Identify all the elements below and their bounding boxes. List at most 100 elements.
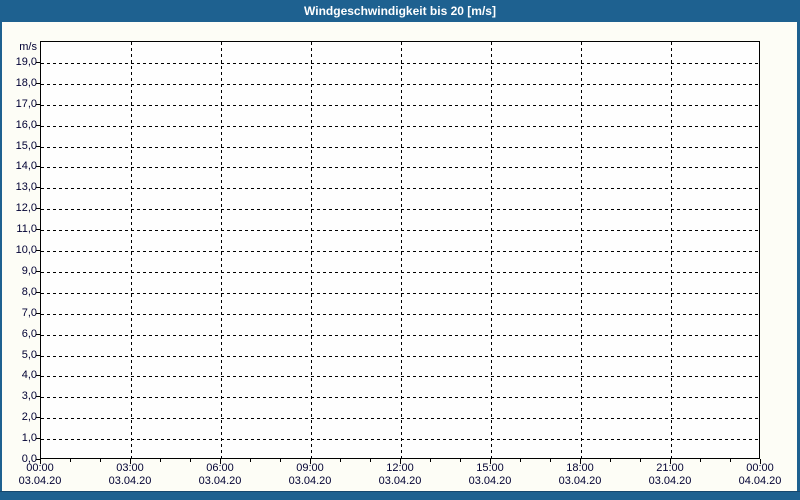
x-tick-label: 00:00 03.04.20 [19, 462, 62, 488]
x-tick-minor [610, 459, 611, 462]
y-tick [36, 375, 40, 376]
y-tick-label: 8,0 [21, 285, 37, 298]
x-tick-minor [70, 459, 71, 462]
y-gridline [41, 63, 759, 64]
x-tick-minor [100, 459, 101, 462]
y-tick [36, 250, 40, 251]
y-tick [36, 229, 40, 230]
y-tick-label: 18,0 [15, 76, 37, 89]
y-gridline [41, 188, 759, 189]
x-tick-label: 21:00 03.04.20 [649, 462, 692, 488]
y-tick [36, 187, 40, 188]
y-tick-label: 19,0 [15, 55, 37, 68]
x-tick-date: 04.04.20 [738, 475, 782, 487]
x-tick-major [130, 459, 131, 464]
x-tick-major [580, 459, 581, 464]
y-tick-label: 2,0 [21, 411, 37, 424]
y-tick-label: 3,0 [21, 390, 37, 403]
x-tick-time: 18:00 [566, 462, 594, 474]
y-gridline [41, 272, 759, 273]
y-tick [36, 396, 40, 397]
x-tick-time: 03:00 [116, 462, 144, 474]
y-tick-label: 6,0 [21, 327, 37, 340]
x-tick-date: 03.04.20 [558, 475, 602, 487]
y-tick [36, 208, 40, 209]
y-gridline [41, 293, 759, 294]
x-tick-date: 03.04.20 [288, 475, 332, 487]
x-tick-major [40, 459, 41, 464]
y-gridline [41, 167, 759, 168]
y-tick-label: 11,0 [16, 223, 37, 236]
x-tick-time: 21:00 [656, 462, 684, 474]
x-tick-time: 09:00 [296, 462, 324, 474]
y-tick [36, 104, 40, 105]
y-gridline [41, 209, 759, 210]
x-tick-major [310, 459, 311, 464]
x-tick-label: 15:00 03.04.20 [469, 462, 512, 488]
x-tick-date: 03.04.20 [108, 475, 152, 487]
x-tick-major [670, 459, 671, 464]
y-gridline [41, 230, 759, 231]
x-gridline [311, 42, 312, 458]
x-gridline [671, 42, 672, 458]
y-tick-label: 4,0 [21, 369, 37, 382]
x-tick-minor [550, 459, 551, 462]
window-border-left [0, 0, 2, 500]
y-gridline [41, 356, 759, 357]
y-tick [36, 334, 40, 335]
y-tick-label: 16,0 [15, 118, 37, 131]
y-tick-label: 0,0 [21, 453, 37, 465]
y-tick-label: 15,0 [15, 139, 37, 152]
y-axis-unit-label: m/s [19, 41, 37, 53]
y-gridline [41, 376, 759, 377]
y-tick [36, 146, 40, 147]
y-tick-label: 7,0 [21, 306, 37, 319]
x-tick-minor [370, 459, 371, 462]
x-tick-date: 03.04.20 [378, 475, 422, 487]
y-tick [36, 459, 40, 460]
x-tick-minor [160, 459, 161, 462]
y-axis-labels: m/s 19,0 18,0 17,0 16,0 15,0 14,0 13,0 12,0 11,0… [0, 0, 37, 500]
y-tick [36, 292, 40, 293]
y-gridline [41, 147, 759, 148]
y-tick [36, 355, 40, 356]
y-tick-label: 10,0 [15, 244, 37, 256]
x-tick-label: 18:00 03.04.20 [559, 462, 602, 488]
y-tick [36, 438, 40, 439]
y-tick [36, 166, 40, 167]
y-gridline [41, 335, 759, 336]
x-tick-minor [730, 459, 731, 462]
x-tick-minor [340, 459, 341, 462]
y-tick [36, 271, 40, 272]
plot-area [40, 41, 760, 459]
x-tick-minor [700, 459, 701, 462]
x-tick-minor [430, 459, 431, 462]
x-tick-label: 06:00 03.04.20 [199, 462, 242, 488]
x-tick-time: 15:00 [476, 462, 504, 474]
x-tick-time: 00:00 [26, 462, 54, 474]
x-tick-date: 03.04.20 [648, 475, 692, 487]
y-gridline [41, 251, 759, 252]
x-tick-label: 00:00 04.04.20 [739, 462, 782, 488]
x-tick-label: 03:00 03.04.20 [109, 462, 152, 488]
x-gridline [581, 42, 582, 458]
x-tick-minor [190, 459, 191, 462]
x-tick-major [220, 459, 221, 464]
y-tick [36, 62, 40, 63]
y-tick-label: 13,0 [15, 181, 37, 194]
x-tick-time: 00:00 [746, 462, 774, 474]
x-tick-major [760, 459, 761, 464]
y-tick [36, 83, 40, 84]
y-tick-label: 9,0 [21, 264, 37, 277]
chart-title-bar: Windgeschwindigkeit bis 20 [m/s] [0, 0, 800, 22]
x-gridline [401, 42, 402, 458]
x-gridline [131, 42, 132, 458]
y-tick [36, 125, 40, 126]
x-gridline [491, 42, 492, 458]
y-gridline [41, 397, 759, 398]
y-tick-label: 12,0 [15, 202, 37, 215]
y-tick-label: 1,0 [21, 432, 37, 445]
y-gridline [41, 105, 759, 106]
x-tick-minor [520, 459, 521, 462]
